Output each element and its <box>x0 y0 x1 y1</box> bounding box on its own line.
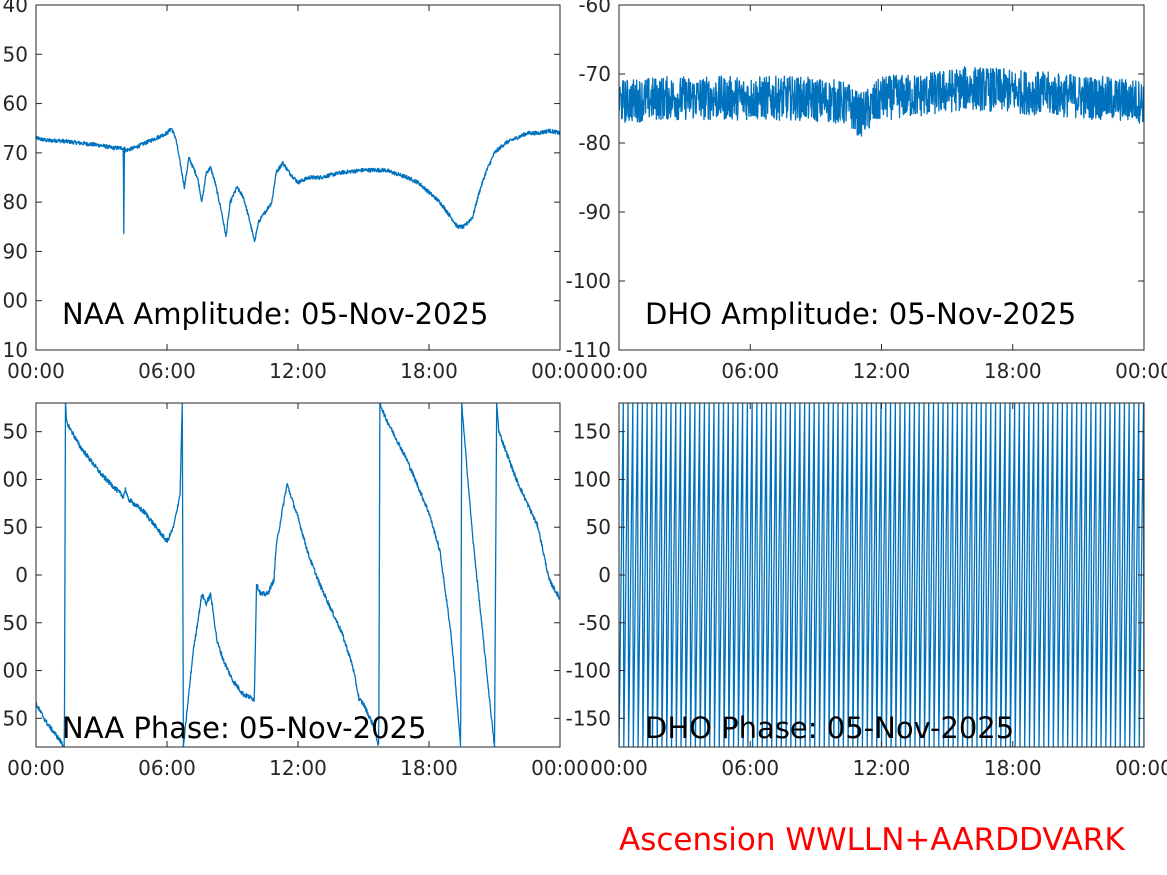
x-tick-label: 12:00 <box>269 359 327 383</box>
x-tick-label: 06:00 <box>721 756 779 780</box>
station-footer-label: Ascension WWLLN+AARDDVARK <box>619 822 1125 858</box>
panel-title: DHO Phase: 05-Nov-2025 <box>645 711 1014 745</box>
x-tick-label: 18:00 <box>400 756 458 780</box>
y-tick-label: 60 <box>3 92 28 116</box>
y-tick-label: -70 <box>578 62 611 86</box>
x-tick-label: 18:00 <box>400 359 458 383</box>
series-line <box>36 403 560 747</box>
panel-dho-phase: DHO Phase: 05-Nov-2025 00:00 06:00 12:00 18… <box>566 402 1167 780</box>
y-tick-label: -50 <box>578 611 611 635</box>
y-tick-label: 40 <box>3 0 28 17</box>
y-tick-label: 70 <box>3 141 28 165</box>
x-tick-label: 12:00 <box>853 359 911 383</box>
x-tick-label: 00:00 <box>531 359 589 383</box>
y-tick-label: 00 <box>3 467 28 491</box>
y-tick-label: 0 <box>598 563 611 587</box>
x-tick-label: 00:00 <box>531 756 589 780</box>
x-tick-label: 00:00 <box>1115 359 1167 383</box>
panel-dho-amplitude: DHO Amplitude: 05-Nov-2025 00:00 06:00 12:… <box>566 0 1167 383</box>
y-tick-label: -150 <box>566 706 611 730</box>
x-tick-label: 00:00 <box>7 359 65 383</box>
y-tick-label: -100 <box>566 269 611 293</box>
y-tick-label: -100 <box>566 659 611 683</box>
y-tick-label: 50 <box>3 706 28 730</box>
panel-title: NAA Amplitude: 05-Nov-2025 <box>62 297 488 331</box>
y-tick-label: 00 <box>3 289 28 313</box>
x-tick-label: 18:00 <box>984 756 1042 780</box>
y-tick-label: 150 <box>573 420 611 444</box>
series-line <box>619 403 1144 747</box>
panel-title: DHO Amplitude: 05-Nov-2025 <box>645 297 1076 331</box>
y-tick-label: 100 <box>573 467 611 491</box>
y-tick-label: -80 <box>578 131 611 155</box>
x-tick-label: 00:00 <box>590 756 648 780</box>
y-tick-label: 50 <box>3 420 28 444</box>
panel-naa-phase: NAA Phase: 05-Nov-2025 00:00 06:00 12:00 18… <box>3 402 589 780</box>
y-tick-label: 0 <box>15 563 28 587</box>
y-tick-label: 50 <box>586 515 611 539</box>
x-tick-label: 06:00 <box>138 359 196 383</box>
series-line <box>36 127 560 243</box>
panel-title: NAA Phase: 05-Nov-2025 <box>62 711 426 745</box>
y-tick-label: 50 <box>3 42 28 66</box>
y-tick-label: 90 <box>3 239 28 263</box>
x-tick-label: 00:00 <box>1115 756 1167 780</box>
y-tick-label: 80 <box>3 190 28 214</box>
panel-naa-amplitude: NAA Amplitude: 05-Nov-2025 00:00 06:00 12:… <box>3 0 589 383</box>
x-tick-label: 00:00 <box>7 756 65 780</box>
x-tick-label: 12:00 <box>269 756 327 780</box>
y-tick-label: 50 <box>3 611 28 635</box>
x-tick-label: 06:00 <box>721 359 779 383</box>
axes-frame <box>35 402 561 748</box>
y-tick-label: 00 <box>3 659 28 683</box>
y-tick-label: -110 <box>566 338 611 362</box>
x-tick-label: 06:00 <box>138 756 196 780</box>
y-tick-label: -60 <box>578 0 611 17</box>
y-tick-label: -90 <box>578 200 611 224</box>
y-tick-label: 10 <box>3 338 28 362</box>
x-tick-label: 18:00 <box>984 359 1042 383</box>
x-tick-label: 00:00 <box>590 359 648 383</box>
series-line <box>619 66 1144 137</box>
x-tick-label: 12:00 <box>853 756 911 780</box>
y-tick-label: 50 <box>3 515 28 539</box>
